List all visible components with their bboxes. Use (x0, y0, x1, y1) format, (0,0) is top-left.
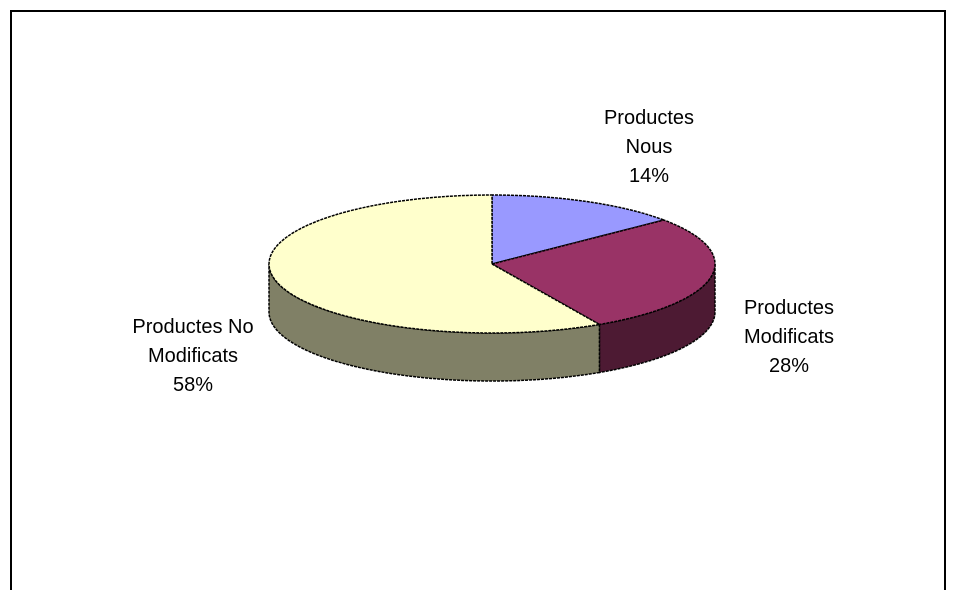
slice-label-line1: Productes No (132, 316, 254, 338)
slice-percent: 58% (172, 374, 214, 396)
slice-label-line1: Productes (603, 107, 695, 129)
pie-tops (268, 194, 716, 334)
slice-label-productes-modificats: Productes Modificats 28% (709, 294, 869, 381)
slice-label-line2: Nous (625, 136, 673, 158)
slice-label-productes-nous: Productes Nous 14% (569, 104, 729, 191)
pie-slice-1 (491, 219, 716, 326)
slice-label-line1: Productes (743, 297, 835, 319)
pie-slice-2 (268, 194, 601, 334)
slice-percent: 14% (628, 165, 670, 187)
slice-label-line2: Modificats (147, 345, 239, 367)
pie-chart (268, 194, 716, 382)
chart-frame: Productes Nous 14% Productes Modificats … (10, 10, 946, 590)
slice-label-line2: Modificats (743, 326, 835, 348)
slice-label-productes-no-modificats: Productes No Modificats 58% (108, 313, 278, 400)
pie-slice-0 (491, 194, 665, 265)
slice-percent: 28% (768, 355, 810, 377)
